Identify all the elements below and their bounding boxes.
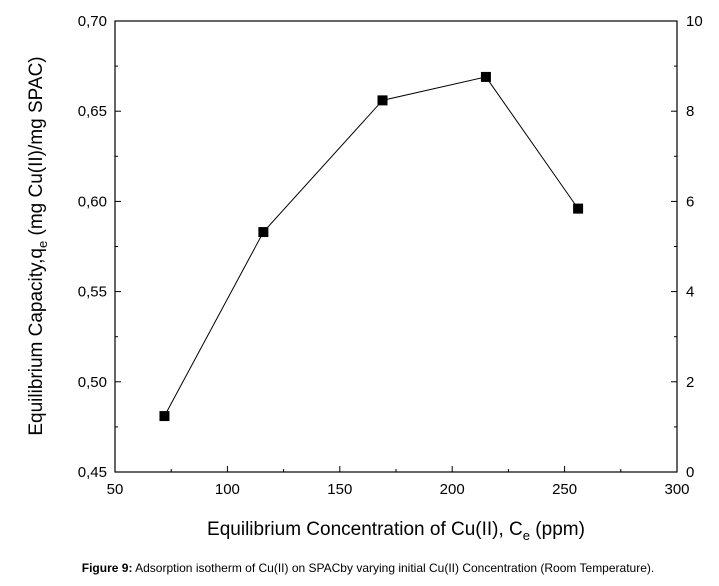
caption-text: Adsorption isotherm of Cu(II) on SPACby … [132, 561, 655, 575]
x-tick-label: 100 [215, 481, 240, 498]
y-axis-title: Equilibrium Capacity,qe (mg Cu(II)/mg SP… [26, 56, 50, 435]
y-tick-label: 0,45 [78, 464, 107, 481]
series-line [164, 76, 579, 417]
y-tick-label: 0,55 [78, 284, 107, 301]
y-tick-label: 0,60 [78, 193, 107, 210]
data-point-marker [258, 227, 269, 238]
y2-tick-label: 4 [686, 284, 694, 301]
chart: 50 100 150 200 250 300 0,450,500,550,600,650,… [26, 13, 703, 543]
data-point-marker [159, 411, 170, 422]
y-tick-label: 0,50 [78, 374, 107, 391]
x-tick-label: 200 [440, 481, 465, 498]
y2-tick-label: 0 [686, 464, 694, 481]
x-tick-label: 50 [107, 481, 124, 498]
y2-tick-label: 8 [686, 103, 694, 120]
y-tick-label: 0,70 [78, 13, 107, 30]
data-point-marker [377, 95, 388, 106]
y2-tick-label: 6 [686, 193, 694, 210]
plot-frame [114, 20, 678, 473]
x-axis-title: Equilibrium Concentration of Cu(II), Ce … [207, 519, 585, 543]
y2-tick-label: 2 [686, 374, 694, 391]
data-series [159, 71, 584, 422]
figure-caption: Figure 9: Adsorption isotherm of Cu(II) … [28, 561, 708, 575]
y2-tick-label: 10 [686, 13, 703, 30]
x-tick-label: 250 [552, 481, 577, 498]
x-tick-label: 150 [327, 481, 352, 498]
data-point-marker [573, 203, 584, 214]
y-axis-ticks: 0,45 0,50 0,55 0,60 0,65 0,70 [78, 13, 121, 481]
data-point-marker [480, 71, 491, 82]
x-axis-ticks: 50 100 150 200 250 300 [107, 466, 690, 498]
x-tick-label: 300 [664, 481, 689, 498]
y-tick-label: 0,65 [78, 103, 107, 120]
y2-axis-ticks: 0 2 4 6 8 10 [671, 13, 703, 481]
caption-label: Figure 9: [81, 561, 133, 575]
